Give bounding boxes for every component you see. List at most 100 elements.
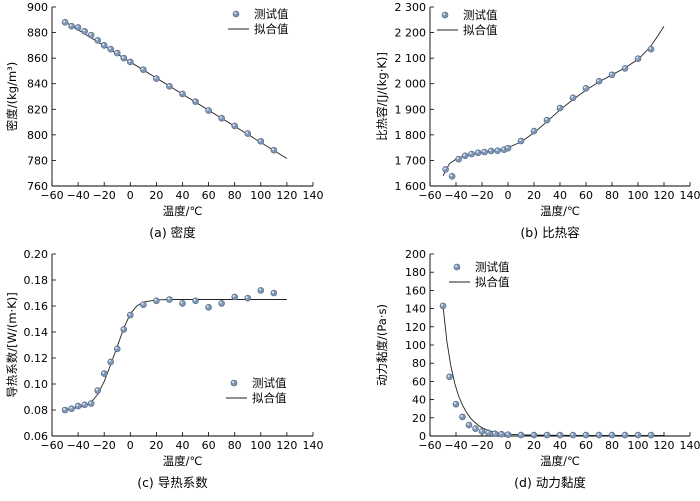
y-tick-label: 2 100	[395, 52, 427, 65]
data-point-highlight	[155, 77, 157, 79]
x-tick-label: 40	[553, 439, 567, 452]
data-point-highlight	[506, 146, 508, 148]
x-axis-title: 温度/℃	[540, 454, 580, 468]
x-tick-label: 80	[605, 189, 619, 202]
data-point-highlight	[493, 432, 495, 434]
y-tick-label: 60	[412, 375, 426, 388]
y-tick-label: 0.10	[24, 378, 49, 391]
x-tick-label: 40	[176, 189, 190, 202]
y-axis-title: 密度/(kg/m³)	[5, 62, 19, 132]
data-point	[82, 28, 88, 34]
data-point-highlight	[194, 100, 196, 102]
y-tick-label: 2 300	[395, 1, 427, 14]
data-point-highlight	[168, 84, 170, 86]
data-point	[95, 388, 101, 394]
data-point-highlight	[487, 431, 489, 433]
data-point	[518, 432, 524, 438]
legend-point-marker	[454, 264, 460, 270]
data-point	[108, 359, 114, 365]
data-point	[469, 151, 475, 157]
data-point-highlight	[480, 430, 482, 432]
data-point	[69, 406, 75, 412]
x-tick-label: 100	[250, 439, 271, 452]
legend-label-measured: 测试值	[254, 7, 289, 21]
data-point-highlight	[233, 295, 235, 297]
data-point	[596, 78, 602, 84]
x-tick-label: 60	[202, 439, 216, 452]
data-point	[62, 407, 68, 413]
data-point-highlight	[141, 303, 143, 305]
data-point-highlight	[545, 118, 547, 120]
data-point-highlight	[649, 47, 651, 49]
data-point-highlight	[441, 304, 443, 306]
data-point	[462, 153, 468, 159]
data-point	[453, 401, 459, 407]
data-point	[635, 56, 641, 62]
y-tick-label: 180	[405, 266, 426, 279]
data-point-highlight	[610, 73, 612, 75]
y-tick-label: 900	[27, 1, 48, 14]
y-tick-label: 0.16	[24, 300, 49, 313]
data-point	[258, 138, 264, 144]
data-point	[443, 166, 449, 172]
x-tick-label: 120	[276, 439, 297, 452]
data-point-highlight	[220, 302, 222, 304]
data-point-highlight	[489, 149, 491, 151]
data-point	[121, 55, 127, 61]
x-tick-label: 140	[680, 439, 700, 452]
legend-point-highlight	[232, 381, 234, 383]
data-point	[114, 50, 120, 56]
data-point	[108, 46, 114, 52]
data-point-highlight	[233, 124, 235, 126]
y-tick-label: 780	[27, 154, 48, 167]
y-tick-label: 800	[27, 129, 48, 142]
x-tick-label: −40	[66, 189, 89, 202]
data-point	[648, 46, 654, 52]
data-point	[495, 148, 501, 154]
data-point	[88, 32, 94, 38]
data-point	[193, 298, 199, 304]
y-axis-title: 动力黏度/(Pa·s)	[375, 304, 389, 386]
data-point	[466, 422, 472, 428]
data-point	[622, 432, 628, 438]
data-point	[557, 105, 563, 111]
data-point-highlight	[623, 66, 625, 68]
data-point	[557, 432, 563, 438]
data-point-highlight	[115, 347, 117, 349]
data-point-highlight	[448, 375, 450, 377]
y-tick-label: 140	[405, 303, 426, 316]
data-point-highlight	[476, 151, 478, 153]
data-point-highlight	[83, 29, 85, 31]
data-point	[140, 302, 146, 308]
data-point	[609, 432, 615, 438]
data-point	[245, 131, 251, 137]
data-point	[570, 95, 576, 101]
data-point-highlight	[571, 433, 573, 435]
data-point-highlight	[502, 148, 504, 150]
x-tick-label: 100	[628, 439, 649, 452]
data-point-highlight	[181, 302, 183, 304]
x-tick-label: 80	[228, 189, 242, 202]
data-point-highlight	[96, 38, 98, 40]
data-point-highlight	[102, 372, 104, 374]
x-tick-label: 40	[553, 189, 567, 202]
data-point-highlight	[623, 433, 625, 435]
legend-point-highlight	[443, 13, 445, 15]
data-point-highlight	[128, 313, 130, 315]
data-point-highlight	[636, 57, 638, 59]
x-tick-label: 60	[202, 189, 216, 202]
data-point-highlight	[571, 96, 573, 98]
data-point-highlight	[467, 423, 469, 425]
data-point	[475, 150, 481, 156]
data-point	[153, 76, 159, 82]
data-point	[166, 297, 172, 303]
data-point	[544, 117, 550, 123]
data-point	[62, 19, 68, 25]
y-tick-label: 120	[405, 321, 426, 334]
data-point	[180, 300, 186, 306]
data-point	[440, 303, 446, 309]
data-point-highlight	[70, 407, 72, 409]
